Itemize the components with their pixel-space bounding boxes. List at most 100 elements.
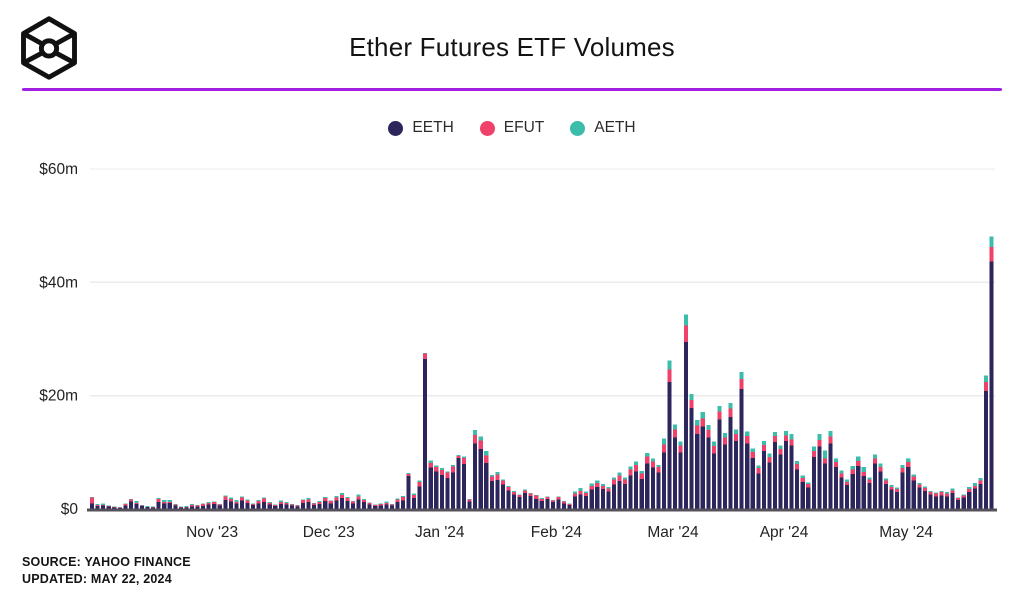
bar-segment-efut bbox=[595, 482, 600, 487]
bar-segment-eeth bbox=[378, 505, 383, 509]
bar-segment-efut bbox=[711, 446, 716, 454]
bar-segment-aeth bbox=[728, 403, 733, 409]
accent-divider bbox=[22, 88, 1002, 91]
bar-segment-aeth bbox=[406, 473, 411, 474]
bar-segment-eeth bbox=[528, 495, 533, 509]
bar-segment-efut bbox=[650, 461, 655, 468]
bar-segment-efut bbox=[262, 498, 267, 503]
x-tick-label: Jan '24 bbox=[415, 524, 465, 541]
bar-segment-efut bbox=[661, 444, 666, 453]
bar-segment-eeth bbox=[312, 505, 317, 509]
bar-segment-efut bbox=[789, 439, 794, 446]
bar-segment-efut bbox=[828, 436, 833, 444]
bar-segment-aeth bbox=[950, 488, 955, 491]
bar-segment-efut bbox=[750, 451, 755, 458]
bar-segment-eeth bbox=[212, 503, 217, 509]
bar-segment-eeth bbox=[872, 463, 877, 509]
y-tick-label: $0 bbox=[61, 501, 79, 518]
bar-segment-eeth bbox=[961, 497, 966, 509]
bar-segment-aeth bbox=[289, 503, 294, 505]
bar-segment-aeth bbox=[678, 441, 683, 446]
bar-segment-efut bbox=[306, 499, 311, 503]
bar-segment-eeth bbox=[717, 419, 722, 509]
bar-segment-efut bbox=[689, 400, 694, 409]
legend-item-eeth: EETH bbox=[388, 119, 454, 137]
bar-segment-efut bbox=[517, 495, 522, 498]
bar-segment-eeth bbox=[323, 501, 328, 509]
bar-segment-aeth bbox=[511, 491, 517, 492]
bar-segment-efut bbox=[700, 418, 705, 427]
bar-segment-efut bbox=[883, 480, 889, 485]
bar-segment-eeth bbox=[162, 503, 167, 509]
bar-segment-eeth bbox=[678, 452, 683, 509]
bar-segment-eeth bbox=[412, 498, 417, 509]
bar-segment-aeth bbox=[600, 484, 605, 486]
bar-segment-aeth bbox=[750, 448, 755, 452]
bar-segment-eeth bbox=[656, 472, 661, 509]
bar-segment-aeth bbox=[822, 450, 827, 459]
bar-segment-eeth bbox=[689, 408, 694, 509]
bar-segment-eeth bbox=[789, 445, 794, 509]
source-line: SOURCE: YAHOO FINANCE bbox=[22, 555, 191, 569]
bar-segment-aeth bbox=[772, 431, 778, 436]
bar-segment-eeth bbox=[184, 507, 189, 509]
bar-segment-efut bbox=[362, 500, 367, 503]
bar-segment-efut bbox=[267, 502, 272, 505]
bar-segment-aeth bbox=[672, 424, 678, 430]
bar-segment-efut bbox=[367, 503, 372, 505]
bar-segment-eeth bbox=[611, 484, 617, 509]
bar-segment-efut bbox=[289, 504, 294, 506]
bar-segment-aeth bbox=[378, 503, 383, 505]
bar-segment-aeth bbox=[162, 500, 167, 503]
bar-segment-eeth bbox=[811, 456, 816, 509]
bar-segment-eeth bbox=[189, 506, 195, 509]
bar-segment-efut bbox=[473, 434, 478, 444]
bar-segment-aeth bbox=[500, 479, 505, 481]
bar-segment-eeth bbox=[806, 487, 811, 509]
bar-segment-eeth bbox=[534, 498, 539, 509]
bar-segment-efut bbox=[384, 502, 389, 505]
bar-segment-efut bbox=[672, 429, 678, 438]
bar-segment-eeth bbox=[850, 473, 855, 509]
bar-segment-aeth bbox=[212, 501, 217, 503]
bar-segment-aeth bbox=[395, 498, 400, 500]
bar-segment-eeth bbox=[906, 467, 911, 509]
bar-segment-aeth bbox=[895, 487, 900, 490]
bar-segment-efut bbox=[495, 474, 500, 481]
bar-segment-eeth bbox=[423, 358, 428, 509]
bar-segment-aeth bbox=[484, 451, 489, 456]
bar-segment-efut bbox=[167, 501, 172, 503]
x-tick-label: Feb '24 bbox=[531, 524, 583, 541]
bar-segment-eeth bbox=[251, 505, 256, 509]
bar-segment-efut bbox=[695, 425, 700, 435]
bar-segment-efut bbox=[339, 494, 344, 499]
bar-segment-efut bbox=[389, 504, 394, 506]
bar-segment-eeth bbox=[356, 499, 361, 509]
bar-segment-efut bbox=[223, 496, 228, 500]
bar-segment-eeth bbox=[767, 462, 772, 509]
bar-segment-efut bbox=[545, 497, 550, 499]
bar-segment-eeth bbox=[523, 493, 528, 509]
x-tick-label: Mar '24 bbox=[647, 524, 699, 541]
bar-segment-aeth bbox=[223, 495, 228, 497]
bar-segment-aeth bbox=[556, 496, 561, 498]
bar-segment-eeth bbox=[417, 486, 422, 509]
bar-segment-efut bbox=[345, 498, 350, 502]
bar-segment-efut bbox=[234, 501, 239, 504]
bar-segment-efut bbox=[506, 487, 511, 491]
bar-segment-efut bbox=[256, 501, 261, 504]
bar-segment-efut bbox=[300, 500, 306, 503]
bar-segment-efut bbox=[745, 435, 750, 444]
bar-segment-aeth bbox=[711, 441, 716, 447]
bar-segment-aeth bbox=[795, 460, 800, 465]
bar-segment-eeth bbox=[839, 477, 844, 509]
bar-segment-eeth bbox=[545, 498, 550, 509]
bar-segment-aeth bbox=[639, 470, 644, 474]
bar-segment-efut bbox=[767, 456, 772, 463]
bar-segment-eeth bbox=[972, 488, 977, 509]
bar-segment-efut bbox=[123, 503, 128, 506]
bar-segment-aeth bbox=[889, 485, 894, 487]
bar-segment-efut bbox=[756, 468, 761, 474]
bar-segment-eeth bbox=[306, 502, 311, 509]
bar-segment-efut bbox=[534, 495, 539, 499]
